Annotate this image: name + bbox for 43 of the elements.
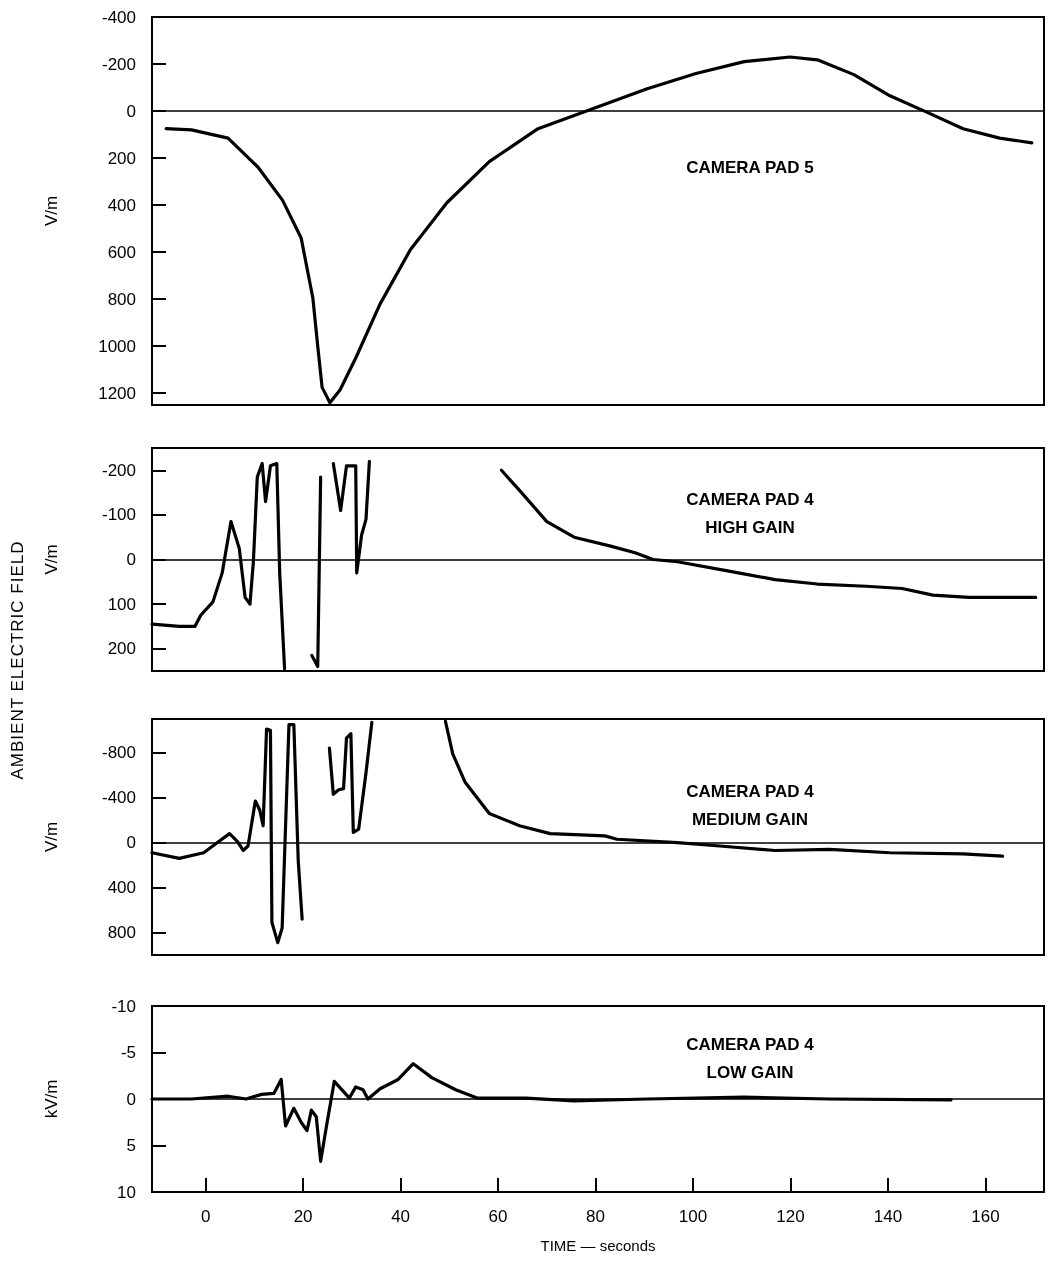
x-tick-label: 0 bbox=[200, 1207, 211, 1226]
y-tick-label: 0 bbox=[126, 550, 136, 569]
y-tick-label: 0 bbox=[126, 1089, 136, 1109]
y-axis-title: kV/m bbox=[42, 1079, 61, 1119]
text: AMBIENT ELECTRIC FIELD bbox=[8, 540, 28, 780]
y-tick-label: 0 bbox=[126, 101, 136, 121]
y-tick-label: -5 bbox=[120, 1043, 136, 1062]
y-axis-title: V/m bbox=[42, 544, 61, 575]
y-tick-label: 600 bbox=[107, 242, 136, 262]
x-tick-label: 140 bbox=[873, 1207, 903, 1226]
y-tick-label: -400 bbox=[101, 788, 136, 808]
y-tick-label: 800 bbox=[107, 923, 136, 943]
x-tick-label: 160 bbox=[971, 1207, 1000, 1226]
x-tick-label: 60 bbox=[488, 1207, 508, 1226]
x-axis-title: TIME — seconds bbox=[540, 1237, 656, 1254]
y-tick-label: -800 bbox=[101, 743, 136, 763]
y-tick-label: 800 bbox=[107, 289, 136, 309]
y-tick-label: -200 bbox=[101, 460, 136, 480]
y-tick-label: 1000 bbox=[98, 336, 136, 356]
y-tick-label: -100 bbox=[101, 505, 136, 525]
x-tick-label: 80 bbox=[586, 1207, 606, 1226]
y-tick-label: -400 bbox=[101, 7, 136, 27]
y-axis-title: V/m bbox=[42, 195, 61, 227]
x-tick-label: 100 bbox=[678, 1207, 708, 1226]
y-tick-label: 5 bbox=[126, 1136, 136, 1155]
text: CAMERA PAD 4 MEDIUM GAIN bbox=[686, 781, 815, 829]
text: CAMERA PAD 4 HIGH GAIN bbox=[686, 489, 815, 537]
y-tick-label: 200 bbox=[107, 639, 136, 659]
y-tick-label: 0 bbox=[126, 833, 136, 853]
x-tick-label: 20 bbox=[293, 1207, 313, 1226]
y-tick-label: 1200 bbox=[98, 383, 136, 403]
y-tick-label: 10 bbox=[117, 1182, 136, 1202]
x-tick-label: 120 bbox=[776, 1207, 805, 1226]
y-tick-label: 100 bbox=[107, 594, 136, 614]
y-tick-label: 200 bbox=[107, 148, 136, 168]
x-tick-label: 40 bbox=[391, 1207, 411, 1226]
text: CAMERA PAD 4 LOW GAIN bbox=[686, 1034, 815, 1082]
text: CAMERA PAD 5 bbox=[686, 157, 814, 177]
y-axis-title: V/m bbox=[42, 821, 61, 853]
y-tick-label: -10 bbox=[111, 996, 136, 1016]
y-tick-label: -200 bbox=[101, 54, 136, 74]
y-tick-label: 400 bbox=[107, 195, 136, 215]
y-tick-label: 400 bbox=[107, 878, 136, 898]
